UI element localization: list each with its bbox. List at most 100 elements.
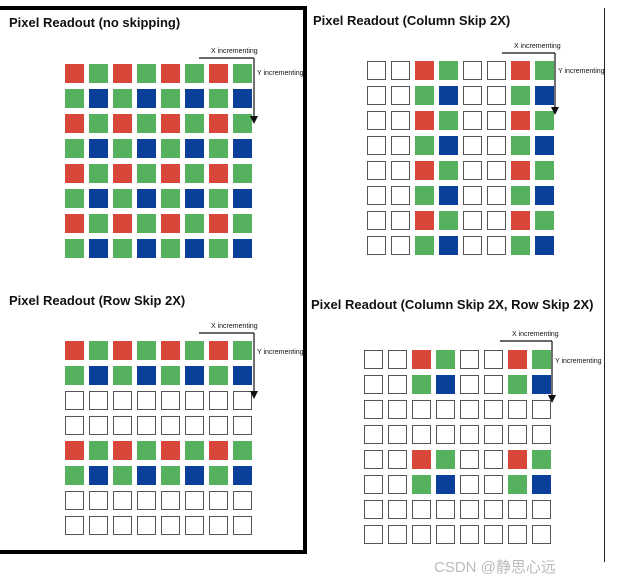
empty-pixel [137,416,156,435]
direction-indicator: X incrementing Y incrementing [502,43,605,125]
blue-pixel [233,89,252,108]
empty-pixel [463,136,482,155]
empty-pixel [484,475,503,494]
blue-pixel [535,186,554,205]
blue-pixel [233,366,252,385]
green-pixel [233,114,252,133]
green-pixel [113,139,132,158]
empty-pixel [463,86,482,105]
green-pixel [412,375,431,394]
empty-pixel [460,400,479,419]
green-pixel [209,239,228,258]
green-pixel [415,236,434,255]
red-pixel [209,214,228,233]
green-pixel [185,164,204,183]
empty-pixel [487,186,506,205]
red-pixel [209,114,228,133]
x-direction-label: X incrementing [512,331,559,338]
empty-pixel [364,400,383,419]
empty-pixel [137,491,156,510]
blue-pixel [89,139,108,158]
empty-pixel [161,491,180,510]
green-pixel [89,341,108,360]
empty-pixel [185,491,204,510]
pixel-grid-row-skip [65,341,252,535]
empty-pixel [508,425,527,444]
empty-pixel [436,500,455,519]
red-pixel [415,211,434,230]
empty-pixel [460,450,479,469]
empty-pixel [388,425,407,444]
blue-pixel [436,475,455,494]
red-pixel [113,214,132,233]
empty-pixel [508,400,527,419]
empty-pixel [460,425,479,444]
empty-pixel [436,400,455,419]
blue-pixel [532,375,551,394]
green-pixel [532,350,551,369]
empty-pixel [508,500,527,519]
blue-pixel [185,239,204,258]
green-pixel [185,64,204,83]
empty-pixel [388,350,407,369]
y-direction-label: Y incrementing [558,68,605,75]
empty-pixel [484,525,503,544]
green-pixel [113,89,132,108]
frame-border-right [303,6,307,554]
empty-pixel [113,416,132,435]
green-pixel [412,475,431,494]
empty-pixel [484,500,503,519]
green-pixel [508,475,527,494]
green-pixel [436,350,455,369]
blue-pixel [233,139,252,158]
panel-title-no-skip: Pixel Readout (no skipping) [9,15,181,30]
empty-pixel [460,500,479,519]
direction-arrows-icon [502,52,559,115]
blue-pixel [89,239,108,258]
empty-pixel [460,350,479,369]
green-pixel [185,441,204,460]
empty-pixel [185,416,204,435]
blue-pixel [233,239,252,258]
empty-pixel [463,236,482,255]
empty-pixel [367,186,386,205]
empty-pixel [532,425,551,444]
direction-arrows-icon [199,57,258,124]
green-pixel [436,450,455,469]
blue-pixel [535,136,554,155]
blue-pixel [439,236,458,255]
green-pixel [113,466,132,485]
empty-pixel [364,350,383,369]
empty-pixel [388,475,407,494]
pixel-grid-column-skip [367,61,554,255]
green-pixel [209,139,228,158]
green-pixel [535,161,554,180]
empty-pixel [487,236,506,255]
green-pixel [185,114,204,133]
empty-pixel [532,525,551,544]
empty-pixel [233,516,252,535]
x-direction-label: X incrementing [211,323,258,330]
red-pixel [209,341,228,360]
empty-pixel [113,391,132,410]
blue-pixel [436,375,455,394]
empty-pixel [484,425,503,444]
green-pixel [161,239,180,258]
empty-pixel [367,61,386,80]
green-pixel [137,164,156,183]
blue-pixel [233,189,252,208]
green-pixel [439,161,458,180]
empty-pixel [463,211,482,230]
blue-pixel [185,466,204,485]
red-pixel [209,441,228,460]
empty-pixel [412,525,431,544]
green-pixel [233,214,252,233]
red-pixel [508,450,527,469]
green-pixel [535,111,554,130]
empty-pixel [436,525,455,544]
empty-pixel [367,86,386,105]
green-pixel [161,139,180,158]
blue-pixel [137,366,156,385]
empty-pixel [65,391,84,410]
